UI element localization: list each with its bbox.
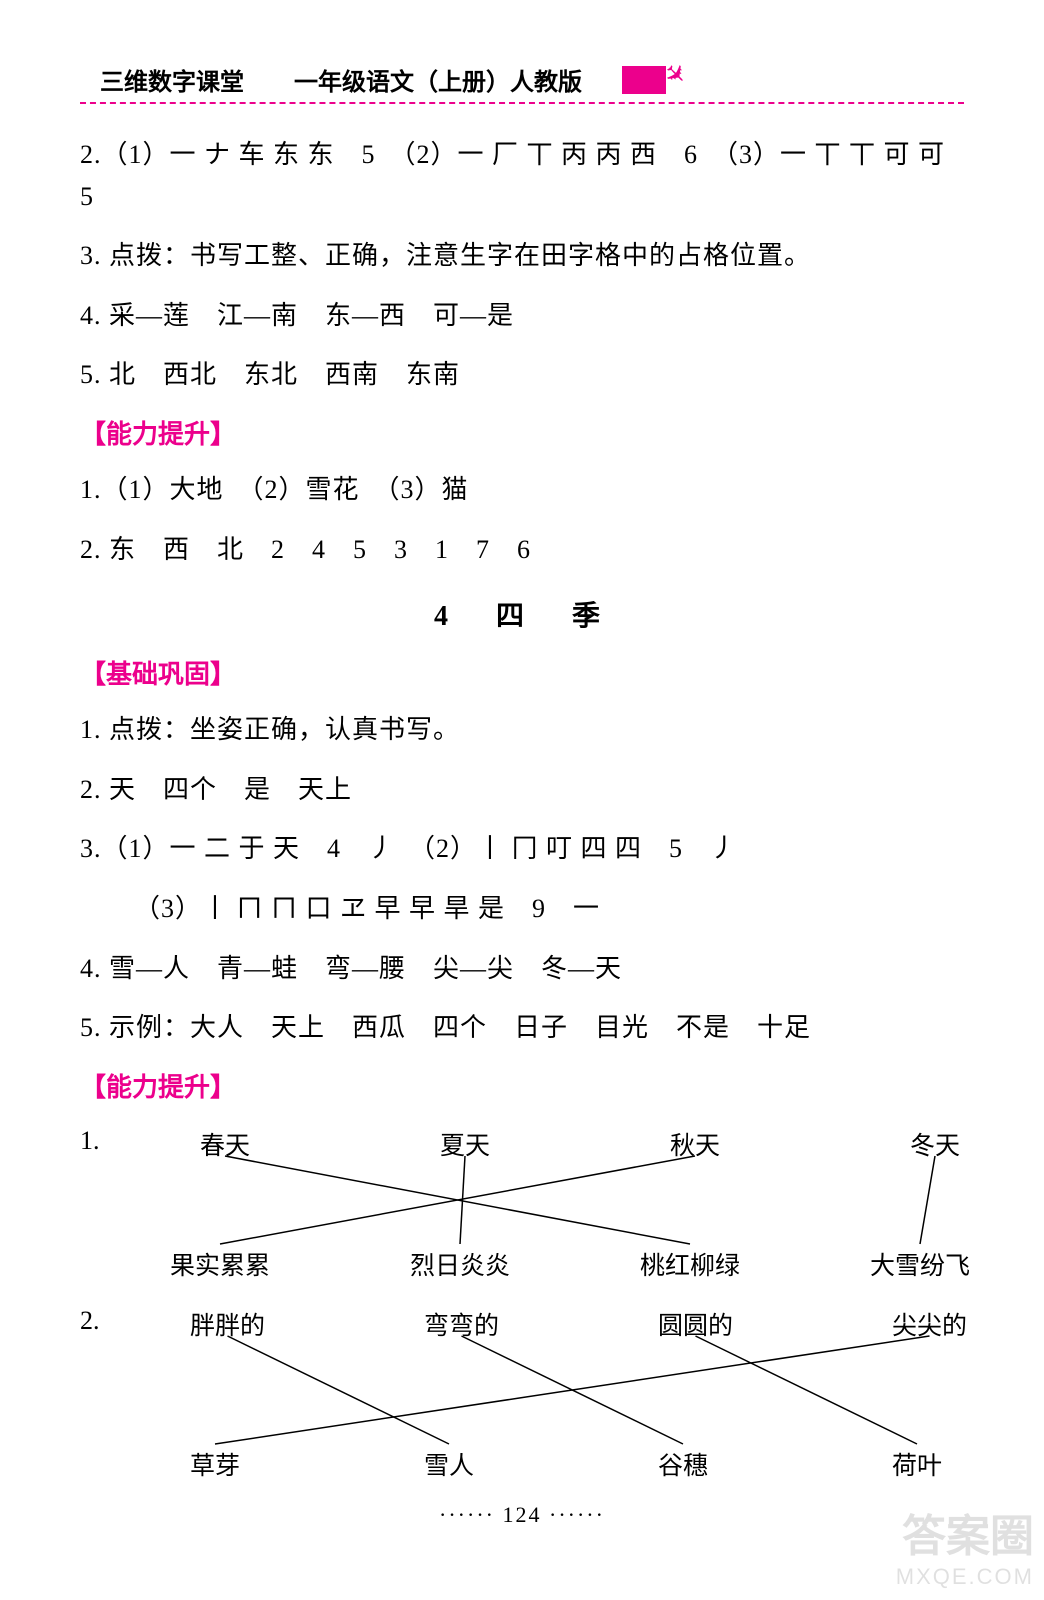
diagram1-top-0: 春天 [200,1126,250,1162]
page-header: 三维数字课堂 一年级语文（上册）人教版 ✈ [80,60,964,98]
chapter-title: 4 四 季 [80,594,964,634]
section-ability-2: 【能力提升】 [80,1067,964,1104]
basic-q3b: （3）丨 ㄇ ㄇ 口 ヱ 早 早 旱 是 9 一 [80,888,964,930]
ability1-q2: 2. 东 西 北 2 4 5 3 1 7 6 [80,529,964,571]
diagram2-top-0: 胖胖的 [190,1306,265,1342]
diagram2-bottom-3: 荷叶 [892,1446,942,1482]
matching-diagram-2: 2. 胖胖的弯弯的圆圆的尖尖的草芽雪人谷穗荷叶 [80,1302,964,1482]
header-icon: ✈ [622,60,692,98]
header-right: 一年级语文（上册）人教版 [294,62,582,97]
diagram2-top-3: 尖尖的 [892,1306,967,1342]
matching-diagram-1: 1. 春天夏天秋天冬天果实累累烈日炎炎桃红柳绿大雪纷飞 [80,1122,964,1282]
diagram1-bottom-2: 桃红柳绿 [640,1246,740,1282]
header-left: 三维数字课堂 [100,62,244,97]
diagram1-bottom-0: 果实累累 [170,1246,270,1282]
diagram2-bottom-2: 谷穗 [658,1446,708,1482]
diagram2-top-1: 弯弯的 [424,1306,499,1342]
diagram1-bottom-1: 烈日炎炎 [410,1246,510,1282]
diagram2-bottom-0: 草芽 [190,1446,240,1482]
answer-4: 4. 采—莲 江—南 东—西 可—是 [80,295,964,337]
section-basic: 【基础巩固】 [80,654,964,691]
watermark-line2: MXQE.COM [896,1564,1034,1590]
diagram1-top-3: 冬天 [910,1126,960,1162]
answer-3: 3. 点拨：书写工整、正确，注意生字在田字格中的占格位置。 [80,235,964,277]
watermark-line1: 答案圈 [896,1511,1034,1564]
diagram1-top-2: 秋天 [670,1126,720,1162]
diagram1-bottom-3: 大雪纷飞 [870,1246,970,1282]
basic-q3: 3.（1）一 二 于 天 4 丿 （2）丨 冂 叮 四 四 5 丿 [80,828,964,870]
diagram2-bottom-1: 雪人 [424,1446,474,1482]
watermark: 答案圈 MXQE.COM [896,1511,1034,1590]
basic-q1: 1. 点拨：坐姿正确，认真书写。 [80,709,964,751]
ability1-q1: 1.（1）大地 （2）雪花 （3）猫 [80,469,964,511]
basic-q5: 5. 示例：大人 天上 西瓜 四个 日子 目光 不是 十足 [80,1007,964,1049]
section-ability-1: 【能力提升】 [80,414,964,451]
basic-q4: 4. 雪—人 青—蛙 弯—腰 尖—尖 冬—天 [80,948,964,990]
diagram1-top-1: 夏天 [440,1126,490,1162]
answer-5: 5. 北 西北 东北 西南 东南 [80,354,964,396]
diagram2-top-2: 圆圆的 [658,1306,733,1342]
page-root: 三维数字课堂 一年级语文（上册）人教版 ✈ 2.（1）一 ナ 车 东 东 5 （… [0,0,1044,1568]
header-divider [80,102,964,104]
basic-q2: 2. 天 四个 是 天上 [80,769,964,811]
page-number: ······ 124 ······ [80,1502,964,1528]
answer-2: 2.（1）一 ナ 车 东 东 5 （2）一 厂 丅 丙 丙 西 6 （3）一 丅… [80,134,964,217]
